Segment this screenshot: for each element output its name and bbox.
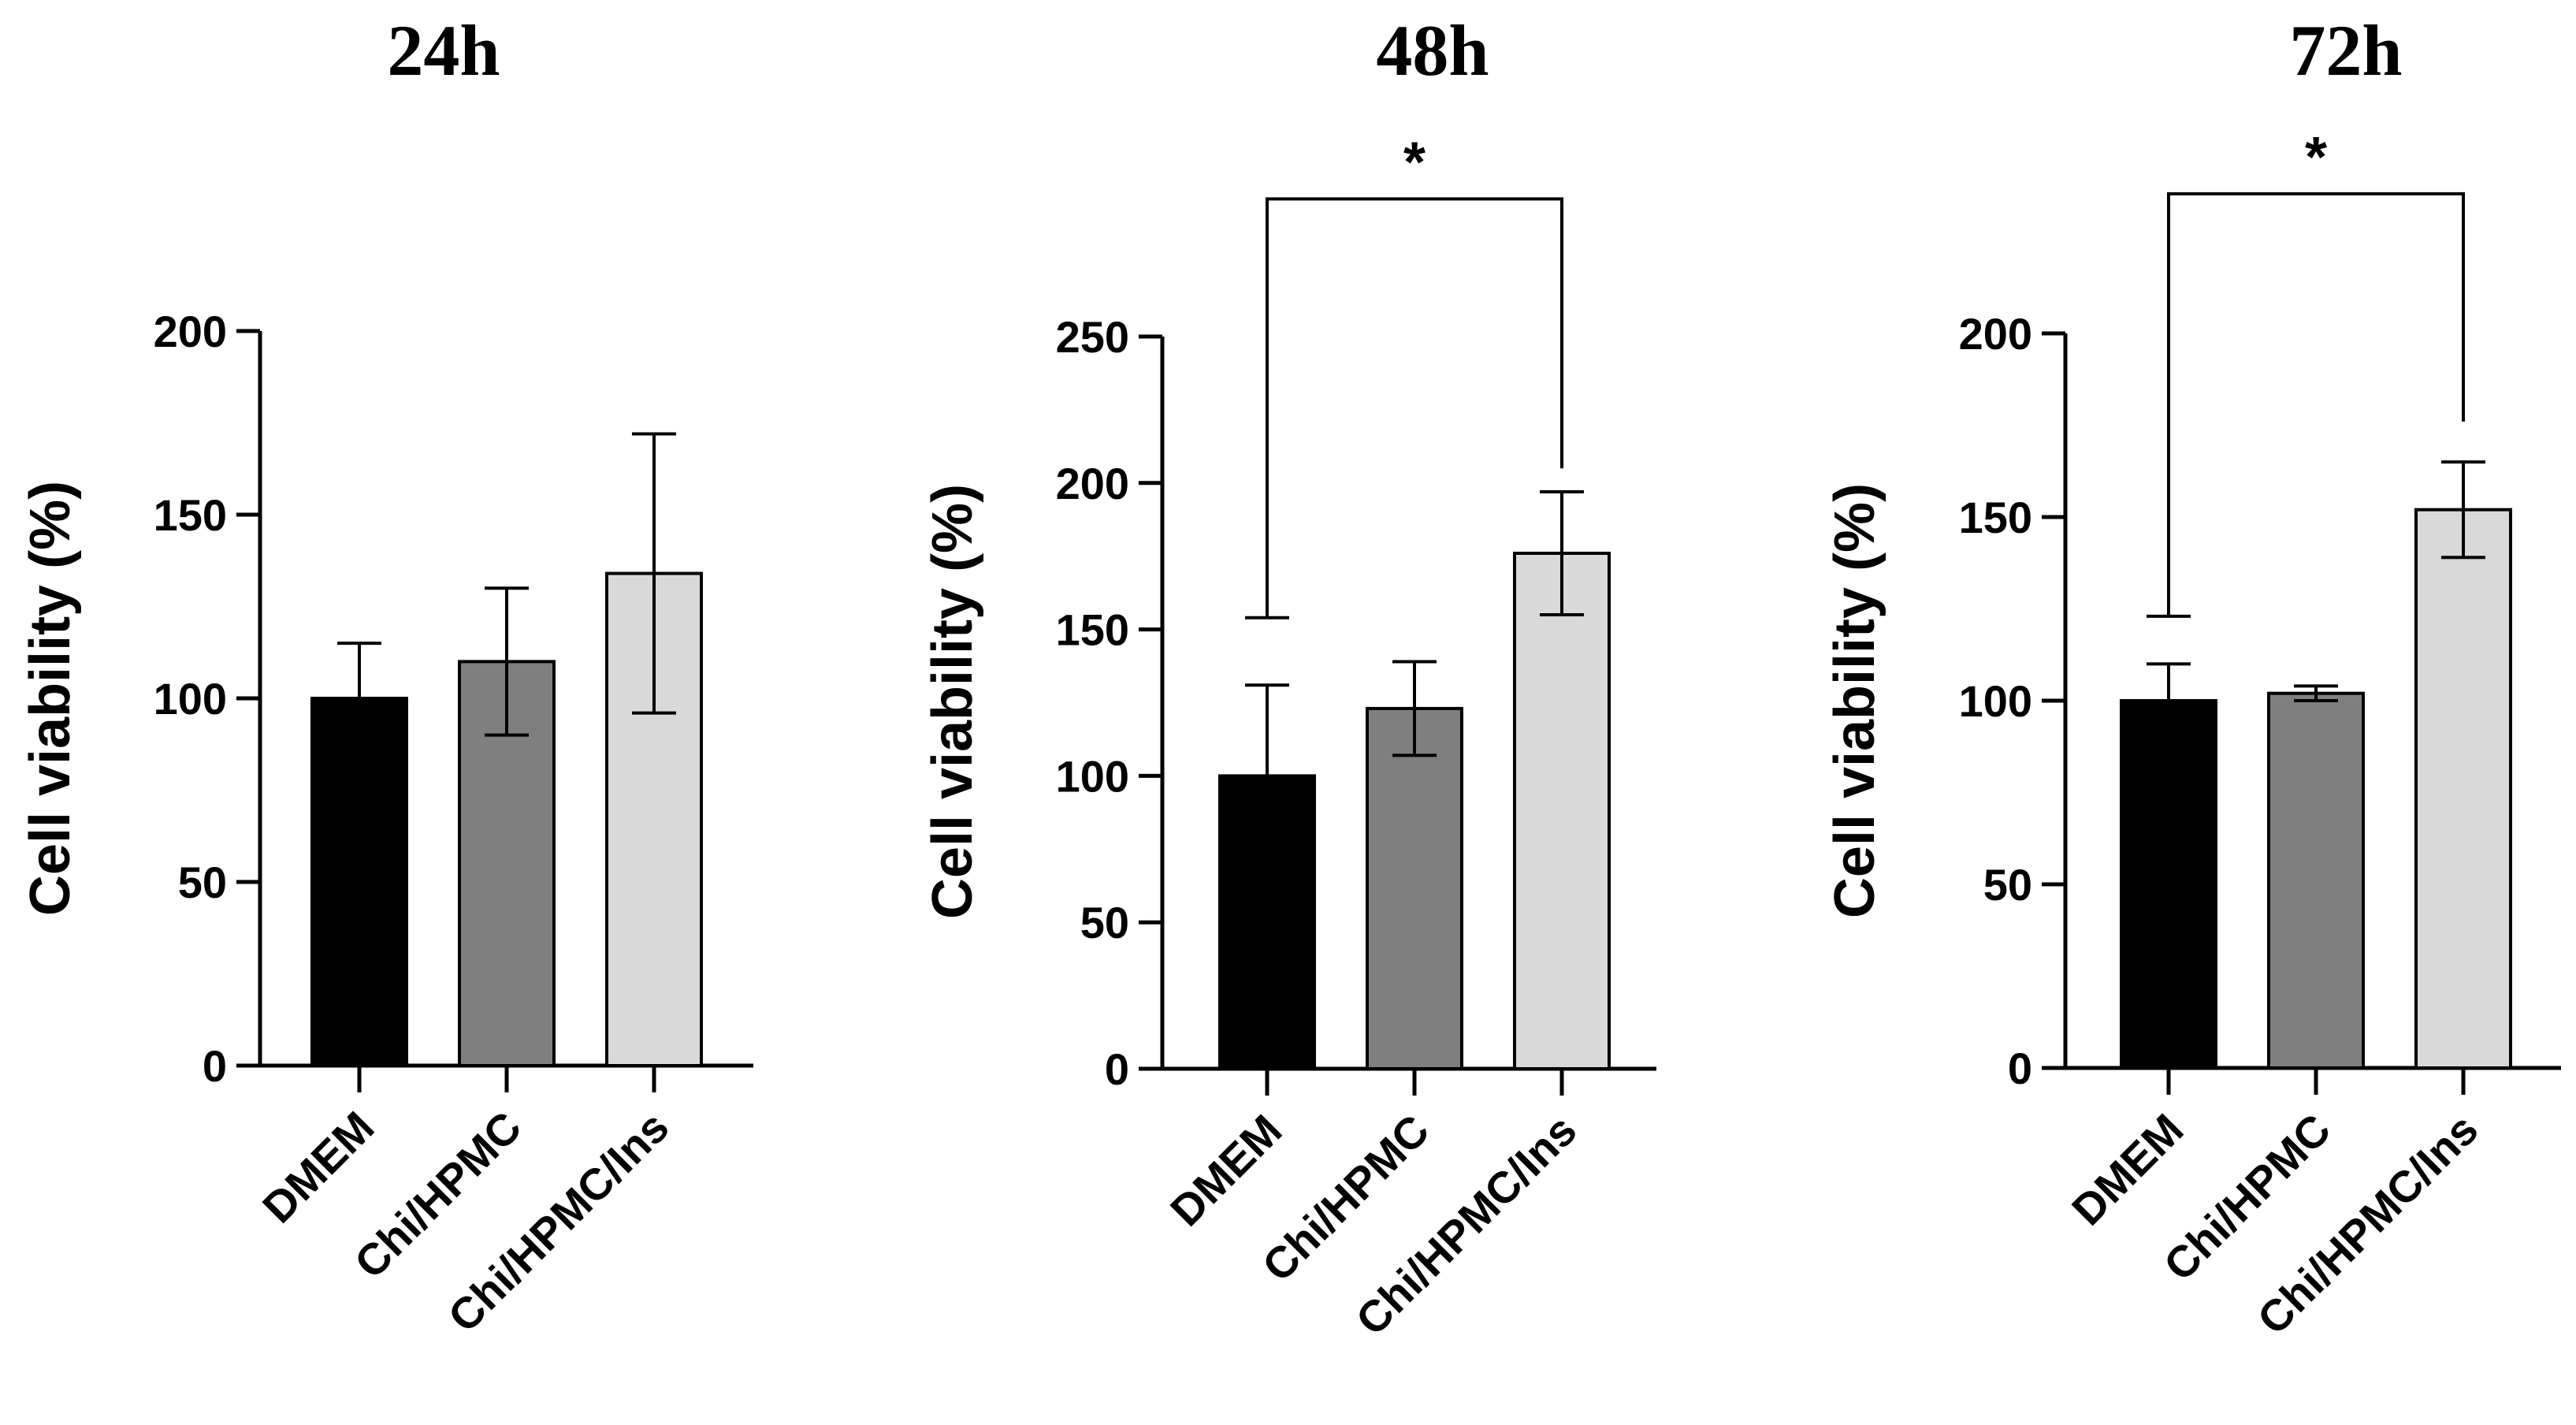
bar-Chi/HPMC/Ins: [1513, 551, 1611, 1070]
y-tick-label: 50: [1983, 860, 2032, 910]
panel-title: 48h: [1376, 10, 1489, 91]
bar-DMEM: [2120, 699, 2217, 1070]
bar-Chi/HPMC: [2267, 691, 2365, 1070]
y-tick-label: 100: [1056, 751, 1129, 801]
y-axis-label: Cell viability (%): [19, 481, 82, 916]
y-tick-label: 50: [178, 858, 227, 907]
significance-bracket: [1266, 197, 1563, 618]
y-tick-label: 200: [154, 307, 227, 356]
panel-title: 24h: [387, 10, 500, 91]
y-tick-label: 0: [203, 1041, 227, 1091]
significance-bracket: [2167, 192, 2465, 616]
y-tick-label: 100: [154, 674, 227, 724]
y-tick-label: 50: [1080, 898, 1129, 947]
category-label: DMEM: [1161, 1105, 1292, 1236]
y-axis-label: Cell viability (%): [1823, 483, 1886, 918]
y-axis-label: Cell viability (%): [921, 484, 984, 919]
y-tick-label: 150: [1959, 493, 2032, 542]
y-tick-label: 200: [1959, 309, 2032, 359]
y-tick-label: 0: [2008, 1044, 2032, 1093]
y-tick-label: 150: [1056, 605, 1129, 655]
y-tick-label: 200: [1056, 459, 1129, 508]
y-tick-label: 250: [1056, 312, 1129, 362]
bar-Chi/HPMC: [1366, 706, 1463, 1070]
y-tick-label: 150: [154, 490, 227, 540]
category-label: DMEM: [2062, 1104, 2193, 1235]
y-tick-label: 0: [1105, 1044, 1129, 1094]
significance-star: *: [2305, 126, 2327, 189]
y-tick-label: 100: [1959, 676, 2032, 726]
significance-star: *: [1403, 131, 1426, 194]
panel-title: 72h: [2289, 10, 2402, 91]
category-label: DMEM: [253, 1102, 384, 1233]
panel-48h: 48h Cell viability (%) 0 50 100 150 200 250 DMEM…: [921, 10, 1656, 1345]
bar-Chi/HPMC/Ins: [2414, 508, 2512, 1070]
